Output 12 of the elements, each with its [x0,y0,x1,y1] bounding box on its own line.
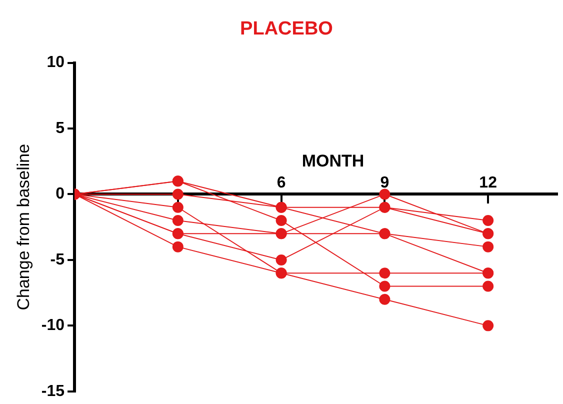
y-tick-label: -10 [41,317,65,334]
y-tick-label: 5 [56,120,65,137]
y-tick-label: 10 [46,54,65,72]
y-axis-title: Change from baseline [14,144,33,310]
y-tick-label: -15 [41,382,65,400]
x-tick-label: 9 [380,174,390,192]
y-tick-label: -5 [50,251,65,268]
x-tick-label: 6 [276,174,286,192]
y-tick-label: 0 [56,186,65,203]
x-axis-title: MONTH [302,151,364,170]
x-tick-label: 12 [479,174,498,192]
chart-title: PLACEBO [240,18,333,40]
